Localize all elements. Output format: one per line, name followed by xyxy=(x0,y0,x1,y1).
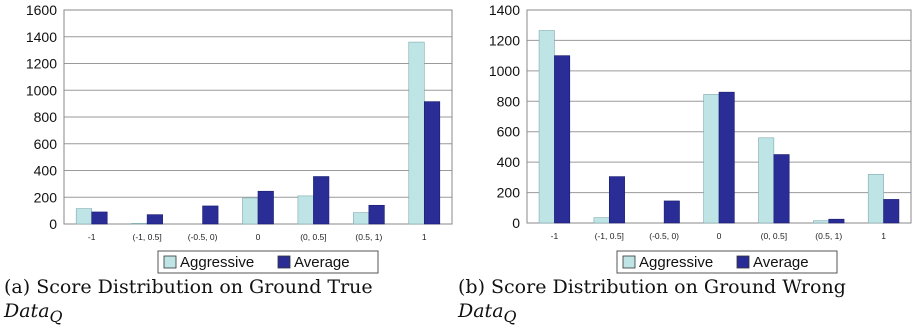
legend-label-average: Average xyxy=(753,254,809,271)
y-tick-label-a: 200 xyxy=(34,189,58,205)
bar-a-average-4 xyxy=(313,176,330,225)
x-tick-label-a: 0 xyxy=(256,232,261,242)
bar-a-aggressive-6 xyxy=(408,41,425,225)
x-tick-label-a: (-1, 0.5] xyxy=(132,232,161,242)
bar-a-average-0 xyxy=(91,211,108,225)
bar-b-average-5 xyxy=(828,218,845,224)
y-tick-label-b: 1000 xyxy=(489,63,520,79)
x-tick-label-a: (0, 0.5] xyxy=(300,232,326,242)
x-tick-label-b: 0 xyxy=(717,231,722,241)
bar-b-average-3 xyxy=(718,91,735,224)
x-tick-label-b: (0, 0.5] xyxy=(761,231,787,241)
caption-a-data-symbol: DataQ xyxy=(4,300,63,326)
legend-swatch-aggressive xyxy=(163,255,177,269)
x-tick-label-a: (-0.5, 0) xyxy=(188,232,218,242)
legend-label-average: Average xyxy=(294,254,350,271)
bar-b-aggressive-0 xyxy=(538,30,555,224)
y-tick-label-b: 1400 xyxy=(489,2,520,18)
bar-a-average-3 xyxy=(257,190,274,225)
legend-label-aggressive: Aggressive xyxy=(639,254,713,271)
legend-label-aggressive: Aggressive xyxy=(180,254,254,271)
bar-b-aggressive-1 xyxy=(593,217,610,224)
y-tick-label-b: 600 xyxy=(497,124,521,140)
caption-a-label: (a) Score Distribution on Ground True xyxy=(4,276,373,298)
x-tick-label-a: -1 xyxy=(88,232,96,242)
x-tick-label-a: 1 xyxy=(422,232,427,242)
legend-b: Aggressive Average xyxy=(616,250,838,274)
caption-b: (b) Score Distribution on Ground Wrong D… xyxy=(458,275,846,329)
y-tick-label-b: 1200 xyxy=(489,32,520,48)
legend-box-b xyxy=(616,250,838,274)
y-tick-label-a: 1600 xyxy=(26,2,57,18)
bar-b-aggressive-4 xyxy=(758,137,775,224)
y-tick-label-a: 800 xyxy=(34,109,58,125)
x-tick-label-b: (0.5, 1) xyxy=(815,231,842,241)
y-tick-label-a: 600 xyxy=(34,136,58,152)
bar-b-average-2 xyxy=(663,200,680,224)
bar-b-average-6 xyxy=(883,199,900,224)
bar-a-average-6 xyxy=(423,101,441,225)
x-tick-label-b: (-1, 0.5] xyxy=(595,231,624,241)
y-tick-label-a: 0 xyxy=(49,216,57,232)
legend-box-a xyxy=(157,250,379,274)
bar-b-average-0 xyxy=(554,55,571,224)
caption-b-label: (b) Score Distribution on Ground Wrong xyxy=(458,276,846,298)
bar-a-average-5 xyxy=(368,204,385,225)
legend-swatch-average xyxy=(736,255,750,269)
bar-b-aggressive-5 xyxy=(813,220,830,224)
y-tick-label-a: 400 xyxy=(34,163,58,179)
y-tick-label-a: 1400 xyxy=(26,29,57,45)
bar-a-aggressive-0 xyxy=(75,208,93,225)
x-tick-label-b: 1 xyxy=(881,231,886,241)
bar-a-aggressive-4 xyxy=(297,195,314,225)
bar-b-average-1 xyxy=(608,176,625,224)
bar-a-aggressive-1 xyxy=(131,223,148,225)
bar-a-average-2 xyxy=(202,205,219,225)
y-tick-label-a: 1000 xyxy=(26,82,57,98)
bar-a-aggressive-3 xyxy=(242,197,259,225)
caption-b-data-symbol: DataQ xyxy=(458,300,517,326)
x-tick-label-b: -1 xyxy=(551,231,559,241)
y-tick-label-b: 0 xyxy=(512,215,520,231)
chart-panel-a: 0 200 400 600 800 1000 1200 1400 1600 -1 (-1, 0.5]… xyxy=(0,0,460,333)
y-tick-label-a: 1200 xyxy=(26,56,57,72)
bar-a-aggressive-5 xyxy=(353,212,370,225)
y-tick-label-b: 800 xyxy=(497,93,521,109)
bar-chart-b: 0 200 400 600 800 1000 1200 1400 -1 (-1, 0.5] (-0.… xyxy=(489,2,912,274)
x-tick-label-b: (-0.5, 0) xyxy=(649,231,679,241)
bar-chart-a: 0 200 400 600 800 1000 1200 1400 1600 -1 (-1, 0.5]… xyxy=(26,2,453,274)
bar-b-aggressive-3 xyxy=(703,94,720,224)
legend-swatch-average xyxy=(277,255,291,269)
bar-b-average-4 xyxy=(773,154,790,224)
chart-panel-b: 0 200 400 600 800 1000 1200 1400 -1 (-1, 0.5] (-0.… xyxy=(461,0,921,333)
bar-b-aggressive-6 xyxy=(867,174,884,224)
caption-a: (a) Score Distribution on Ground True Da… xyxy=(4,275,373,329)
x-tick-label-a: (0.5, 1) xyxy=(355,232,382,242)
y-tick-label-b: 200 xyxy=(497,185,521,201)
legend-a: Aggressive Average xyxy=(157,250,379,274)
legend-swatch-aggressive xyxy=(622,255,636,269)
y-tick-label-b: 400 xyxy=(497,154,521,170)
bar-a-average-1 xyxy=(146,214,163,225)
